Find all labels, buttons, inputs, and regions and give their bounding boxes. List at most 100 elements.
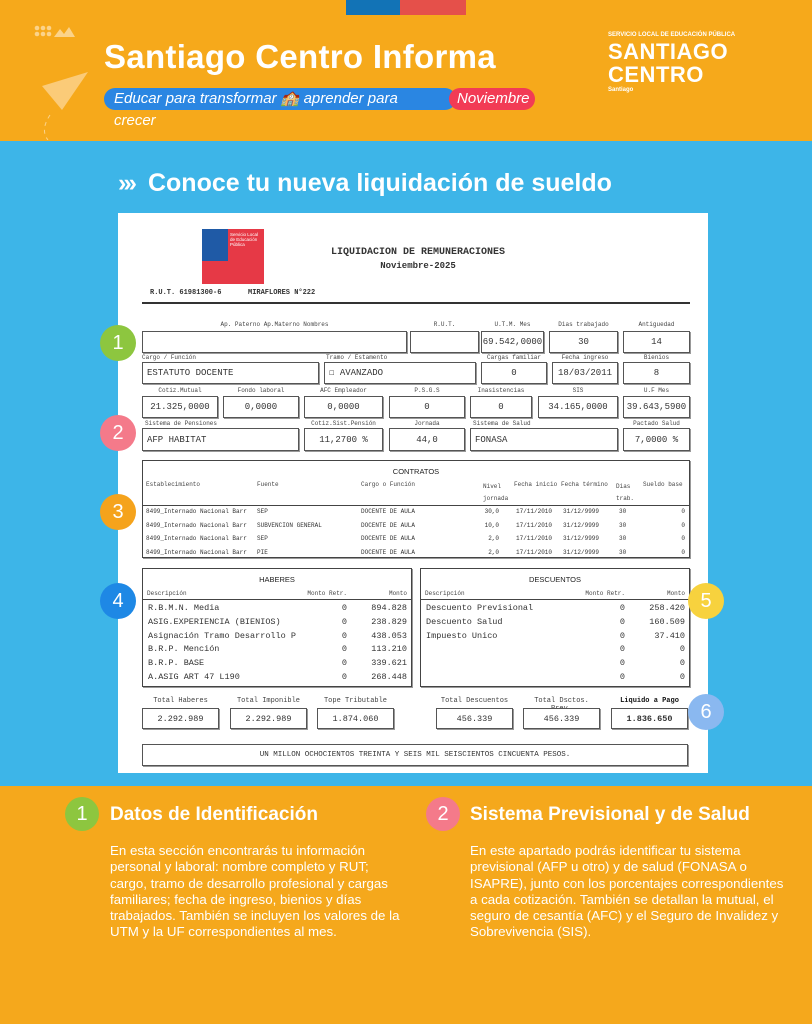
section-badge-5: 5 (688, 583, 724, 619)
contracts-row: 8499_Internado Nacional Barr SUBVENCION G… (143, 522, 689, 534)
field-rut (410, 331, 479, 353)
haberes-desc: ASIG.EXPERIENCIA (BIENIOS) (148, 616, 281, 627)
contracts-cell: 30 (619, 508, 627, 515)
explanations-section (0, 786, 812, 1024)
haberes-retr: 0 (341, 616, 347, 627)
contracts-row: 8499_Internado Nacional Barr SEP DOCENTE D… (143, 535, 689, 547)
haberes-desc: R.B.M.N. Media (148, 603, 220, 613)
contracts-cell: 8499_Internado Nacional Barr (146, 521, 247, 529)
label-tramo: Tramo / Estamento (326, 354, 388, 361)
descuentos-desc: Descuento Previsional (426, 603, 534, 613)
label-salud: Sistema de Salud (473, 420, 531, 427)
descuentos-retr: 0 (619, 672, 625, 682)
haberes-retr: 0 (341, 603, 347, 613)
descuentos-header-retr: Monto Retr. (585, 590, 625, 597)
slogan-pill: Educar para transformar 🏫 aprender para … (104, 88, 456, 129)
contracts-cell: 30 (619, 535, 627, 542)
payslip-title: LIQUIDACION DE REMUNERACIONES (330, 247, 506, 258)
contracts-cell: 0 (681, 508, 685, 515)
haberes-retr: 0 (341, 630, 347, 641)
section-badge-1: 1 (100, 325, 136, 361)
field-psgs: 0 (389, 396, 465, 418)
logo-santiago: SANTIAGO (608, 39, 729, 64)
field-antiguedad: 14 (623, 331, 690, 353)
haberes-header-monto: Monto (388, 590, 407, 597)
descuentos-monto: 0 (679, 672, 685, 682)
contracts-cell: 31/12/9999 (563, 508, 600, 515)
contracts-header-divider (143, 505, 689, 506)
employer-address: MIRAFLORES N°222 (248, 289, 316, 297)
decorative-dots-icon (34, 25, 75, 37)
amount-in-words: UN MILLON OCHOCIENTOS TREINTA Y SEIS MIL… (142, 744, 688, 766)
descuentos-row: Impuesto Unico 0 37.410 (421, 631, 689, 644)
descuentos-monto: 0 (679, 658, 685, 669)
descuentos-title: DESCUENTOS (529, 575, 581, 584)
haberes-desc: Asignación Tramo Desarrollo P (148, 630, 296, 641)
contracts-cell: DOCENTE DE AULA (361, 508, 416, 515)
field-jornada: 44,0 (389, 428, 465, 451)
label-cargo: Cargo / Función (142, 354, 197, 361)
field-fondo: 0,0000 (223, 396, 299, 418)
descuentos-monto: 37.410 (654, 630, 685, 641)
contracts-cell: DOCENTE DE AULA (361, 535, 416, 542)
label-dias: Dias trabajado (558, 321, 609, 328)
field-cotiz-pension: 11,2700 % (304, 428, 383, 451)
descuentos-header-desc: Descripción (425, 590, 465, 597)
explanation-text-2: En este apartado podrás identificar tu s… (470, 843, 784, 940)
explanation-text-1: En esta sección encontrarás tu informaci… (110, 843, 400, 940)
contracts-title: CONTRATOS (392, 467, 440, 476)
field-sis: 34.165,0000 (538, 396, 618, 418)
label-psgs: P.S.G.S (414, 387, 440, 394)
field-afc: 0,0000 (304, 396, 383, 418)
section-title-text: Conoce tu nueva liquidación de sueldo (147, 169, 612, 197)
contracts-cell: 8499_Internado Nacional Barr (146, 548, 247, 556)
haberes-desc: B.R.P. Mención (148, 644, 220, 655)
haberes-header-retr: Monto Retr. (307, 590, 347, 597)
total-label: Tope Tributable (323, 697, 387, 705)
field-cargas: 0 (481, 362, 547, 384)
contracts-header-cell: Sueldo base (643, 481, 683, 488)
label-name: Ap. Paterno Ap.Materno Nombres (220, 321, 329, 328)
haberes-row: R.B.M.N. Media 0 894.828 (143, 603, 411, 616)
contracts-header-cell: Fuente (257, 481, 279, 488)
total-label: Total Descuentos (440, 697, 509, 705)
contracts-cell: 31/12/9999 (563, 535, 600, 542)
haberes-row: B.R.P. BASE 0 339.621 (143, 658, 411, 671)
haberes-monto: 268.448 (371, 672, 407, 682)
field-mutual: 21.325,0000 (142, 396, 218, 418)
contracts-cell: 30 (619, 521, 627, 529)
label-bienios: Bienios (643, 354, 670, 361)
payslip-logo-text: Servicio Local de Educación Pública (230, 232, 259, 247)
contracts-header-cell: Fecha término (561, 481, 608, 488)
payslip-document (118, 213, 708, 773)
field-fecha-ingreso: 18/03/2011 (552, 362, 618, 384)
label-mutual: Cotiz.Mutual (158, 387, 202, 394)
label-cotiz-pension: Cotiz.Sist.Pensión (311, 420, 376, 427)
label-sis: SIS (572, 387, 584, 394)
contracts-header-cell: Dias trab. (616, 483, 635, 502)
contracts-cell: 17/11/2010 (516, 535, 553, 542)
descuentos-row: Descuento Salud 0 160.509 (421, 617, 689, 630)
contracts-cell: 17/11/2010 (516, 548, 553, 556)
haberes-monto: 238.829 (371, 616, 407, 627)
haberes-header-desc: Descripción (147, 590, 187, 597)
label-cargas: Cargas familiar (486, 354, 541, 361)
section-badge-2: 2 (100, 415, 136, 451)
section-badge-3: 3 (100, 494, 136, 530)
total-label: Total Imponible (236, 697, 300, 705)
contracts-cell: PIE (257, 548, 268, 556)
contracts-header-cell: Nivel jornada (483, 483, 509, 502)
section-badge-6: 6 (688, 694, 724, 730)
contracts-header-cell: Cargo o Función (361, 481, 416, 488)
contracts-header-cell: Establecimiento (146, 481, 201, 488)
contracts-cell: 10,0 (484, 521, 499, 529)
label-rut: R.U.T. (433, 321, 456, 328)
haberes-table: HABERES Descripción Monto Retr. Monto R.B.M… (142, 568, 412, 687)
field-name (142, 331, 407, 353)
field-uf: 39.643,5900 (623, 396, 690, 418)
section-badge-4: 4 (100, 583, 136, 619)
haberes-title: HABERES (259, 575, 295, 584)
header-banner (0, 0, 812, 141)
